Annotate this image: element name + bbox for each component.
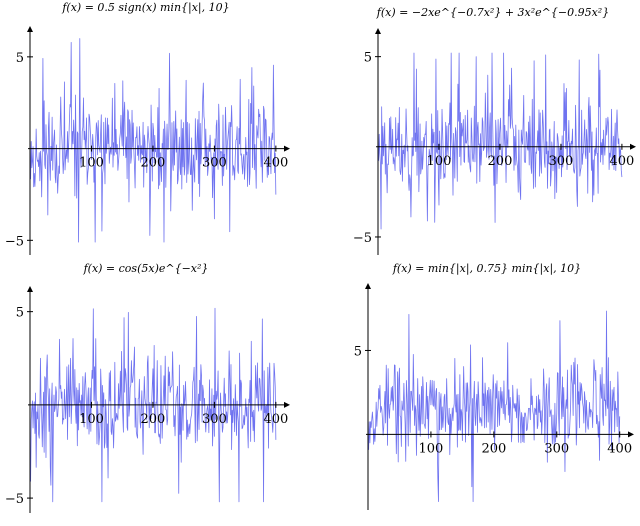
x-tick-label: 300: [202, 412, 227, 427]
series-line: [368, 310, 621, 503]
x-tick-label: 100: [419, 441, 444, 456]
x-tick-label: 300: [202, 156, 227, 171]
x-tick-label: 200: [481, 441, 506, 456]
x-tick-label: 300: [544, 441, 569, 456]
x-tick-label: 400: [609, 154, 634, 169]
chart-title: f(x) = min{|x|, 0.75} min{|x|, 10}: [392, 262, 581, 276]
chart-title: f(x) = 0.5 sign(x) min{|x|, 10}: [61, 1, 229, 15]
x-tick-label: 400: [263, 156, 288, 171]
x-axis-arrow: [284, 145, 290, 152]
series-line: [30, 307, 277, 503]
x-axis-arrow: [284, 401, 290, 408]
x-tick-label: 300: [549, 154, 574, 169]
y-axis-arrow: [375, 28, 381, 34]
x-tick-label: 400: [263, 412, 288, 427]
x-tick-label: 200: [141, 412, 166, 427]
x-tick-label: 100: [79, 156, 104, 171]
x-axis-arrow: [630, 143, 636, 150]
series-line: [378, 52, 623, 230]
y-tick-label: 5: [16, 306, 24, 321]
x-tick-label: 400: [607, 441, 632, 456]
chart-2: f(x) = −2xe^{−0.7x²} + 3x²e^{−0.95x²} 100…: [353, 6, 636, 255]
x-tick-label: 100: [79, 412, 104, 427]
x-tick-label: 100: [427, 154, 452, 169]
x-axis-arrow: [628, 431, 634, 438]
chart-4: f(x) = min{|x|, 0.75} min{|x|, 10} 100 200…: [354, 262, 634, 510]
y-tick-label: 5: [364, 51, 372, 66]
chart-title: f(x) = cos(5x)e^{−x²}: [83, 262, 209, 275]
x-tick-label: 200: [488, 154, 513, 169]
chart-1: f(x) = 0.5 sign(x) min{|x|, 10} 100 200 300…: [5, 1, 290, 255]
y-tick-label: 5: [16, 51, 24, 66]
x-tick-label: 200: [141, 156, 166, 171]
y-axis-arrow: [365, 283, 371, 289]
series-line: [30, 38, 277, 243]
y-tick-label: −5: [5, 234, 24, 249]
chart-3: f(x) = cos(5x)e^{−x²} 100 200 300 400 −5 5: [5, 262, 290, 513]
y-tick-label: −5: [353, 231, 372, 246]
y-tick-label: 5: [354, 344, 362, 359]
y-tick-label: −5: [5, 492, 24, 507]
y-axis-arrow: [27, 286, 33, 292]
chart-title: f(x) = −2xe^{−0.7x²} + 3x²e^{−0.95x²}: [376, 6, 609, 19]
y-axis-arrow: [27, 26, 33, 32]
